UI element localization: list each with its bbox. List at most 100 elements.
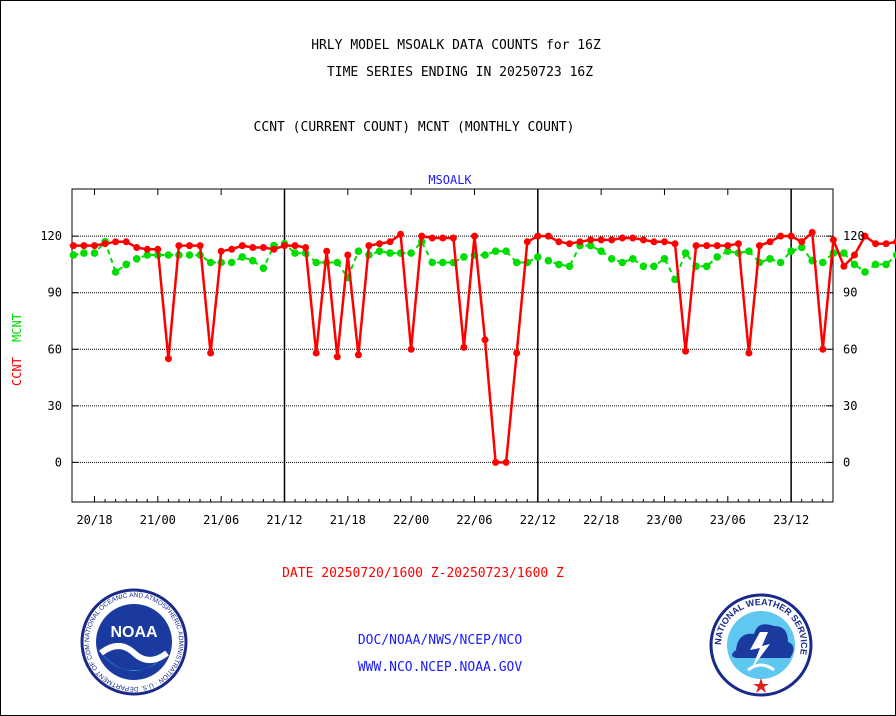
data-point-mcnt — [227, 258, 236, 267]
plot-area — [71, 188, 834, 503]
data-point-mcnt — [544, 256, 553, 265]
data-point-mcnt — [439, 258, 447, 267]
data-point-ccnt — [882, 240, 890, 248]
data-point-ccnt — [122, 238, 130, 246]
data-point-ccnt — [302, 244, 310, 251]
noaa-logo-text: NOAA — [110, 624, 158, 641]
data-point-ccnt — [217, 247, 225, 255]
data-point-ccnt — [713, 242, 721, 250]
x-tick-label: 21/00 — [140, 513, 176, 527]
data-point-ccnt — [766, 238, 774, 246]
data-point-mcnt — [80, 249, 88, 257]
data-point-ccnt — [449, 234, 457, 242]
data-point-ccnt — [270, 245, 278, 253]
y-tick-label-right: 120 — [843, 229, 865, 243]
data-point-ccnt — [734, 240, 742, 248]
data-point-mcnt — [850, 260, 859, 269]
x-tick-label: 20/18 — [76, 513, 112, 527]
data-point-ccnt — [238, 242, 246, 250]
data-point-ccnt — [207, 349, 215, 357]
data-point-mcnt — [882, 260, 890, 269]
data-point-mcnt — [375, 247, 384, 255]
data-point-mcnt — [776, 258, 785, 267]
y-tick-label-left: 90 — [48, 286, 62, 300]
y-tick-label-right: 60 — [843, 342, 857, 356]
data-point-ccnt — [365, 242, 373, 250]
data-point-ccnt — [650, 238, 658, 246]
data-point-mcnt — [892, 251, 896, 259]
data-point-mcnt — [671, 275, 679, 284]
data-point-mcnt — [69, 251, 78, 259]
data-point-ccnt — [829, 236, 837, 244]
data-point-ccnt — [692, 242, 700, 250]
series-line-ccnt — [73, 231, 896, 464]
data-point-ccnt — [291, 242, 299, 250]
data-point-ccnt — [175, 242, 183, 250]
data-point-mcnt — [386, 249, 394, 257]
data-point-mcnt — [702, 262, 711, 271]
data-point-ccnt — [418, 232, 426, 240]
credit-org: DOC/NOAA/NWS/NCEP/NCO — [357, 633, 523, 648]
data-point-ccnt — [333, 353, 341, 361]
x-tick-label: 23/06 — [710, 513, 746, 527]
data-point-ccnt — [481, 336, 489, 344]
data-point-ccnt — [893, 238, 896, 246]
data-point-ccnt — [471, 232, 478, 240]
data-point-ccnt — [428, 234, 436, 242]
data-point-ccnt — [492, 458, 500, 466]
data-point-mcnt — [238, 253, 247, 261]
data-point-mcnt — [586, 241, 595, 250]
data-point-mcnt — [111, 268, 120, 276]
data-point-mcnt — [565, 262, 574, 271]
credit-website: WWW.NCO.NCEP.NOAA.GOV — [357, 660, 523, 675]
data-point-ccnt — [312, 349, 320, 357]
nws-logo: NATIONAL WEATHER SERVICE — [709, 593, 813, 697]
data-point-mcnt — [724, 247, 732, 255]
data-point-mcnt — [618, 258, 627, 267]
data-point-mcnt — [164, 251, 173, 259]
data-point-ccnt — [597, 236, 605, 244]
data-point-ccnt — [618, 234, 626, 242]
data-point-ccnt — [376, 240, 383, 248]
data-point-mcnt — [797, 243, 806, 252]
y-axis-label-ccnt: CCNT — [10, 357, 24, 386]
data-point-ccnt — [819, 345, 827, 353]
data-point-ccnt — [344, 251, 352, 259]
data-point-ccnt — [872, 240, 880, 248]
data-point-mcnt — [745, 247, 753, 255]
data-point-mcnt — [871, 260, 880, 269]
data-point-ccnt — [777, 232, 785, 240]
data-point-ccnt — [629, 234, 637, 242]
data-point-ccnt — [808, 228, 816, 236]
data-point-mcnt — [143, 251, 152, 259]
data-point-ccnt — [756, 242, 763, 250]
data-point-ccnt — [407, 345, 415, 353]
data-point-ccnt — [608, 236, 616, 244]
x-tick-label: 21/06 — [203, 513, 239, 527]
data-point-mcnt — [333, 258, 342, 267]
data-point-mcnt — [650, 262, 658, 271]
data-point-ccnt — [576, 238, 584, 246]
data-point-ccnt — [566, 240, 573, 248]
data-point-mcnt — [185, 251, 194, 259]
x-tick-label: 21/12 — [266, 513, 302, 527]
data-point-ccnt — [840, 262, 848, 270]
data-point-ccnt — [259, 244, 267, 251]
data-point-mcnt — [861, 268, 869, 276]
y-tick-label-right: 30 — [843, 399, 857, 413]
data-point-ccnt — [724, 242, 732, 250]
data-point-ccnt — [587, 236, 595, 244]
data-point-mcnt — [639, 262, 648, 271]
data-point-ccnt — [523, 238, 531, 246]
data-point-ccnt — [186, 242, 193, 250]
data-point-mcnt — [766, 254, 774, 263]
data-point-ccnt — [249, 244, 257, 251]
data-point-ccnt — [502, 458, 510, 466]
data-point-ccnt — [745, 349, 753, 357]
data-point-mcnt — [481, 251, 489, 259]
data-point-ccnt — [798, 238, 806, 246]
data-point-mcnt — [660, 254, 669, 263]
data-point-ccnt — [682, 347, 690, 355]
data-point-mcnt — [491, 247, 500, 255]
